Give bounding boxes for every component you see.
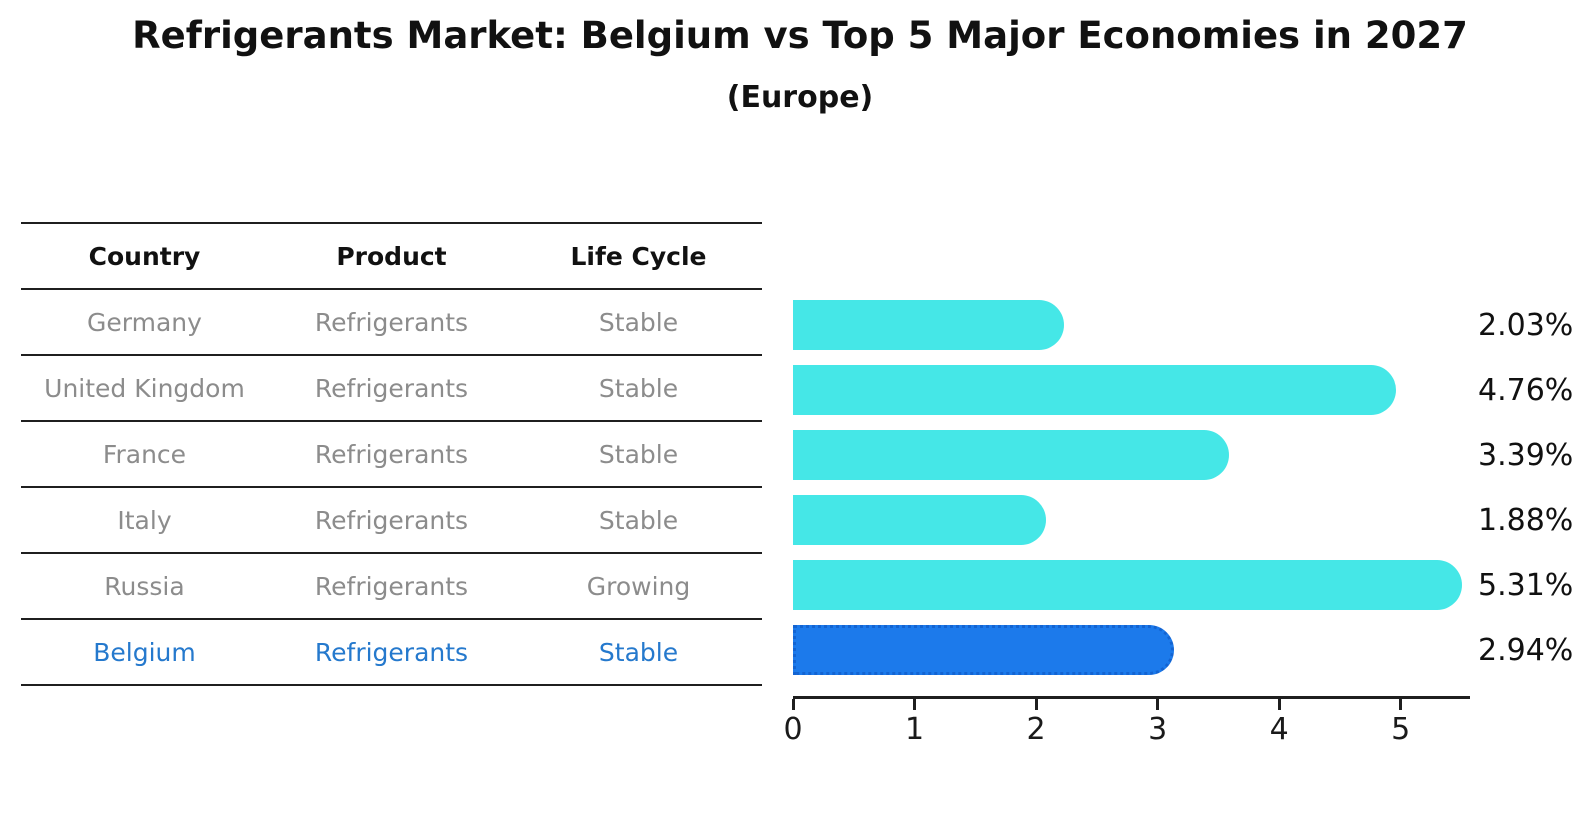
table-cell-country: Belgium — [93, 637, 196, 667]
table-cell-country: Russia — [104, 571, 185, 601]
country-info-table: Country Product Life Cycle Germany Refriger… — [21, 222, 762, 686]
bar-row-belgium — [793, 618, 1470, 683]
table-row-russia: Russia Refrigerants Growing — [21, 554, 762, 620]
table-cell-life-cycle: Stable — [598, 505, 679, 535]
bar-italy — [793, 495, 1046, 545]
table-header-cell: Life Cycle — [570, 241, 707, 271]
table-cell-product: Refrigerants — [314, 307, 469, 337]
value-labels-column: 2.03% 4.76% 3.39% 1.88% 5.31% 2.94% — [1478, 293, 1583, 683]
table-header-cell: Country — [88, 241, 201, 271]
table-cell-country: France — [102, 439, 187, 469]
bar-row-united-kingdom — [793, 358, 1470, 423]
chart-subtitle: (Europe) — [726, 80, 874, 115]
table-cell-country: Germany — [87, 307, 202, 337]
table-row-united-kingdom: United Kingdom Refrigerants Stable — [21, 356, 762, 422]
value-label-france: 3.39% — [1478, 438, 1574, 473]
table-row-belgium: Belgium Refrigerants Stable — [21, 620, 762, 686]
x-axis-ticks: 0 1 2 3 4 5 — [783, 699, 1470, 759]
table-cell-life-cycle: Stable — [598, 637, 679, 667]
table-cell-life-cycle: Stable — [598, 307, 679, 337]
x-tick-mark — [791, 699, 795, 710]
bar-united-kingdom — [793, 365, 1396, 415]
bars-area — [793, 293, 1470, 683]
value-label-russia: 5.31% — [1478, 568, 1574, 603]
chart-title: Refrigerants Market: Belgium vs Top 5 Ma… — [132, 14, 1468, 57]
bar-row-france — [793, 423, 1470, 488]
x-tick-mark — [1277, 699, 1281, 710]
bar-france — [793, 430, 1230, 480]
table-cell-country: United Kingdom — [44, 373, 245, 403]
value-label-germany: 2.03% — [1478, 308, 1574, 343]
table-cell-product: Refrigerants — [314, 373, 469, 403]
x-tick-label: 4 — [1269, 712, 1289, 747]
value-label-italy: 1.88% — [1478, 503, 1574, 538]
x-tick-mark — [913, 699, 917, 710]
highlighted-bar-belgium — [793, 625, 1175, 675]
x-tick-mark — [1034, 699, 1038, 710]
table-row-italy: Italy Refrigerants Stable — [21, 488, 762, 554]
table-row-germany: Germany Refrigerants Stable — [21, 290, 762, 356]
x-tick-mark — [1399, 699, 1403, 710]
table-row-france: France Refrigerants Stable — [21, 422, 762, 488]
table-cell-product: Refrigerants — [314, 439, 469, 469]
value-label-belgium: 2.94% — [1478, 633, 1574, 668]
table-cell-life-cycle: Stable — [598, 373, 679, 403]
x-tick-label: 3 — [1148, 712, 1168, 747]
bar-row-russia — [793, 553, 1470, 618]
table-cell-product: Refrigerants — [314, 637, 469, 667]
bar-russia — [793, 560, 1463, 610]
x-tick-label: 1 — [904, 712, 925, 747]
value-label-united-kingdom: 4.76% — [1478, 373, 1574, 408]
table-cell-life-cycle: Stable — [598, 439, 679, 469]
x-tick-mark — [1156, 699, 1160, 710]
table-cell-life-cycle: Growing — [586, 571, 691, 601]
x-tick-label: 0 — [783, 712, 803, 747]
x-axis-line — [793, 696, 1470, 699]
table-cell-product: Refrigerants — [314, 505, 469, 535]
table-cell-country: Italy — [117, 505, 172, 535]
table-header-row: Country Product Life Cycle — [21, 222, 762, 290]
bar-germany — [793, 300, 1064, 350]
x-tick-label: 5 — [1391, 712, 1411, 747]
bar-row-italy — [793, 488, 1470, 553]
x-tick-label: 2 — [1026, 712, 1046, 747]
bar-row-germany — [793, 293, 1470, 358]
table-cell-product: Refrigerants — [314, 571, 469, 601]
table-header-cell: Product — [336, 241, 447, 271]
